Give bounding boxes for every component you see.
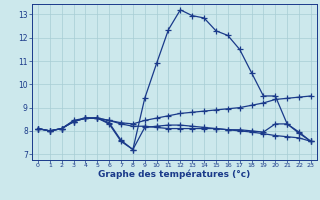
- X-axis label: Graphe des températures (°c): Graphe des températures (°c): [98, 170, 251, 179]
